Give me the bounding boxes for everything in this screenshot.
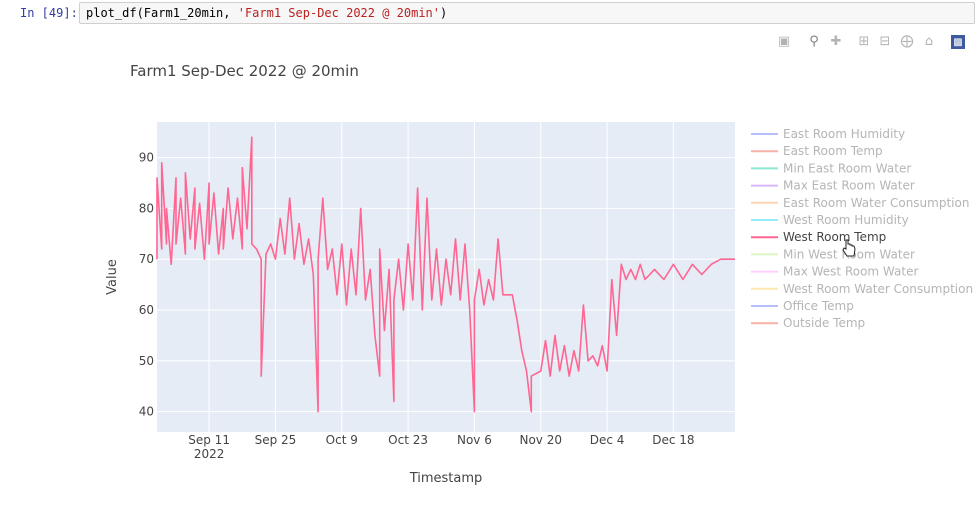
legend-item[interactable]: Min East Room Water [751,161,911,175]
x-tick-label: Dec 4 [590,433,625,447]
legend-label: Max West Room Water [783,265,918,279]
x-tick-label: Sep 11 [188,433,230,447]
x-axis-label: Timestamp [409,471,483,486]
y-tick-label: 70 [139,252,154,266]
legend-item[interactable]: Max East Room Water [751,179,915,193]
y-tick-label: 40 [139,405,154,419]
pan-icon[interactable]: ✚ [830,34,842,49]
chart-title: Farm1 Sep-Dec 2022 @ 20min [130,62,359,80]
legend-item[interactable]: West Room Humidity [751,213,909,227]
cursor-icon [842,239,856,257]
zoom-icon[interactable]: ⚲ [809,34,819,49]
legend-item[interactable]: East Room Water Consumption [751,196,969,210]
legend-item[interactable]: Outside Temp [751,316,865,330]
legend-label: West Room Humidity [783,213,909,227]
legend-label: East Room Water Consumption [783,196,969,210]
legend-label: Outside Temp [783,316,865,330]
legend-label: Office Temp [783,299,854,313]
x-tick-label: Oct 9 [326,433,358,447]
legend-item[interactable]: East Room Humidity [751,127,905,141]
x-tick-label: Nov 6 [457,433,492,447]
zoom-out-icon[interactable]: ⊟ [879,34,891,49]
legend-label: East Room Humidity [783,127,905,141]
plot-area[interactable] [157,122,735,432]
x-tick-label: Nov 20 [519,433,562,447]
code-input[interactable]: plot_df(Farm1_20min, 'Farm1 Sep-Dec 2022… [79,2,975,24]
legend-label: Min East Room Water [783,161,911,175]
autoscale-icon[interactable]: ⨁ [900,34,914,49]
zoom-in-icon[interactable]: ⊞ [858,34,870,49]
notebook-cell: In [49]: plot_df(Farm1_20min, 'Farm1 Sep… [0,0,977,30]
legend-item[interactable]: Max West Room Water [751,265,918,279]
legend-label: West Room Temp [783,230,886,244]
x-tick-sublabel: 2022 [194,447,225,461]
code-text: plot_df(Farm1_20min, 'Farm1 Sep-Dec 2022… [86,6,448,20]
series-line-west-room-temp [156,136,735,413]
x-tick-label: Dec 18 [652,433,694,447]
camera-icon[interactable]: ▣ [777,34,791,49]
legend-item[interactable]: East Room Temp [751,144,883,158]
x-tick-label: Oct 23 [388,433,428,447]
y-tick-label: 60 [139,303,154,317]
y-tick-label: 50 [139,354,154,368]
legend-label: Max East Room Water [783,179,915,193]
plotly-logo-icon[interactable]: ▩ [951,35,965,49]
x-tick-label: Sep 25 [255,433,297,447]
legend-item[interactable]: West Room Temp [751,230,886,244]
legend-item[interactable]: Min West Room Water [751,247,915,261]
cell-prompt: In [49]: [20,6,78,20]
legend-label: West Room Water Consumption [783,282,973,296]
reset-axes-icon[interactable]: ⌂ [924,34,934,49]
legend: East Room Humidity East Room Temp Min East… [751,127,973,330]
legend-item[interactable]: West Room Water Consumption [751,282,973,296]
y-axis-label: Value [105,259,120,295]
y-tick-label: 90 [139,151,154,165]
legend-label: East Room Temp [783,144,883,158]
legend-item[interactable]: Office Temp [751,299,854,313]
y-tick-label: 80 [139,201,154,215]
